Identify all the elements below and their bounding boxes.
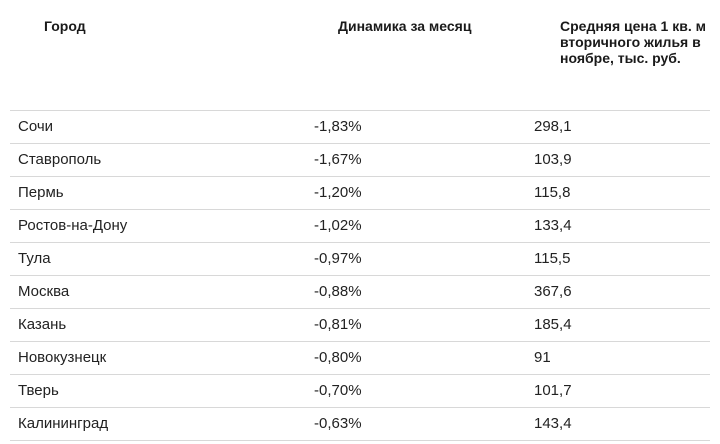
column-header-price: Средняя цена 1 кв. м вторичного жилья в … <box>560 18 706 66</box>
price-cell: 298,1 <box>534 118 572 135</box>
dynamics-cell: -0,63% <box>314 415 362 432</box>
price-cell: 185,4 <box>534 316 572 333</box>
table-row: Москва -0,88% 367,6 <box>10 276 710 309</box>
table-row: Калининград -0,63% 143,4 <box>10 408 710 441</box>
table-row: Тверь -0,70% 101,7 <box>10 375 710 408</box>
price-cell: 91 <box>534 349 551 366</box>
table-row: Тула -0,97% 115,5 <box>10 243 710 276</box>
dynamics-cell: -1,83% <box>314 118 362 135</box>
table-header: Город Динамика за месяц Средняя цена 1 к… <box>10 0 710 111</box>
dynamics-cell: -0,81% <box>314 316 362 333</box>
column-header-city: Город <box>44 18 86 34</box>
city-cell: Ростов-на-Дону <box>18 217 128 234</box>
price-cell: 367,6 <box>534 283 572 300</box>
price-cell: 133,4 <box>534 217 572 234</box>
price-cell: 101,7 <box>534 382 572 399</box>
table-row: Пермь -1,20% 115,8 <box>10 177 710 210</box>
price-cell: 115,5 <box>534 250 571 267</box>
city-cell: Новокузнецк <box>18 349 107 366</box>
price-cell: 115,8 <box>534 184 571 201</box>
dynamics-cell: -1,67% <box>314 151 362 168</box>
column-header-dynamics: Динамика за месяц <box>338 18 472 34</box>
table-row: Казань -0,81% 185,4 <box>10 309 710 342</box>
city-cell: Калининград <box>18 415 109 432</box>
city-cell: Тула <box>18 250 51 267</box>
city-cell: Ставрополь <box>18 151 102 168</box>
dynamics-cell: -0,88% <box>314 283 362 300</box>
city-cell: Казань <box>18 316 67 333</box>
price-cell: 103,9 <box>534 151 572 168</box>
dynamics-cell: -1,20% <box>314 184 362 201</box>
table-row: Новокузнецк -0,80% 91 <box>10 342 710 375</box>
city-cell: Пермь <box>18 184 64 201</box>
city-cell: Москва <box>18 283 70 300</box>
dynamics-cell: -1,02% <box>314 217 362 234</box>
table-row: Ставрополь -1,67% 103,9 <box>10 144 710 177</box>
table-row: Сочи -1,83% 298,1 <box>10 111 710 144</box>
city-cell: Тверь <box>18 382 59 399</box>
price-cell: 143,4 <box>534 415 572 432</box>
dynamics-cell: -0,70% <box>314 382 362 399</box>
table-row: Ростов-на-Дону -1,02% 133,4 <box>10 210 710 243</box>
dynamics-cell: -0,97% <box>314 250 362 267</box>
city-cell: Сочи <box>18 118 54 135</box>
dynamics-cell: -0,80% <box>314 349 362 366</box>
price-dynamics-table: Город Динамика за месяц Средняя цена 1 к… <box>10 0 710 441</box>
